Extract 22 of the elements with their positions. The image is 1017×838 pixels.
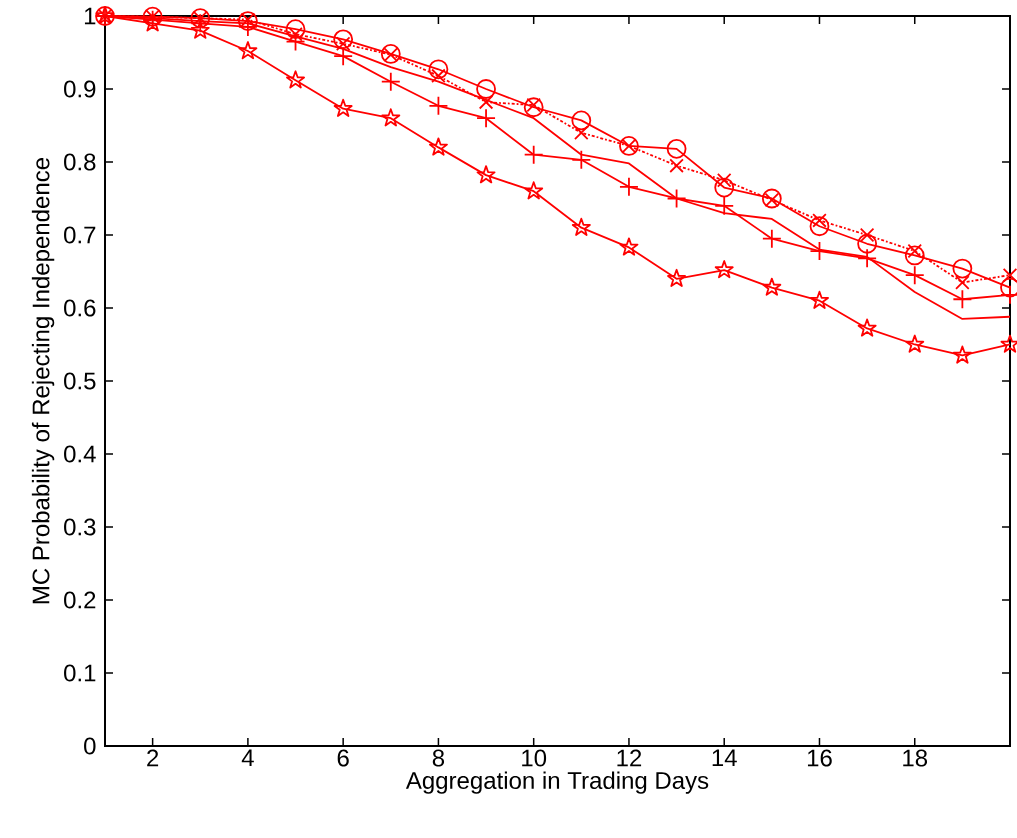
y-tick-label: 0.4 bbox=[64, 445, 96, 463]
x-tick-label: 4 bbox=[241, 749, 254, 767]
x-tick-label: 2 bbox=[147, 749, 159, 767]
y-tick-label: 0.5 bbox=[64, 372, 96, 390]
x-tick-label: 18 bbox=[903, 749, 928, 767]
x-tick-label: 6 bbox=[337, 749, 349, 767]
y-tick-label: 0 bbox=[84, 737, 96, 755]
x-axis-title: Aggregation in Trading Days bbox=[405, 771, 709, 794]
y-tick-label: 1 bbox=[84, 7, 96, 25]
x-tick-label: 12 bbox=[617, 749, 642, 767]
y-axis-title: MC Probability of Rejecting Independence bbox=[31, 158, 55, 604]
y-tick-label: 0.3 bbox=[64, 518, 96, 536]
y-tick-label: 0.9 bbox=[64, 80, 96, 98]
y-tick-label: 0.8 bbox=[64, 153, 96, 171]
x-tick-label: 8 bbox=[432, 749, 445, 767]
x-tick-label: 14 bbox=[712, 749, 737, 767]
y-tick-label: 0.2 bbox=[64, 591, 96, 609]
x-tick-label: 16 bbox=[807, 749, 832, 767]
x-tick-label: 10 bbox=[522, 749, 547, 767]
y-tick-label: 0.7 bbox=[64, 226, 96, 244]
y-tick-label: 0.6 bbox=[64, 299, 96, 317]
y-tick-label: 0.1 bbox=[64, 664, 96, 682]
